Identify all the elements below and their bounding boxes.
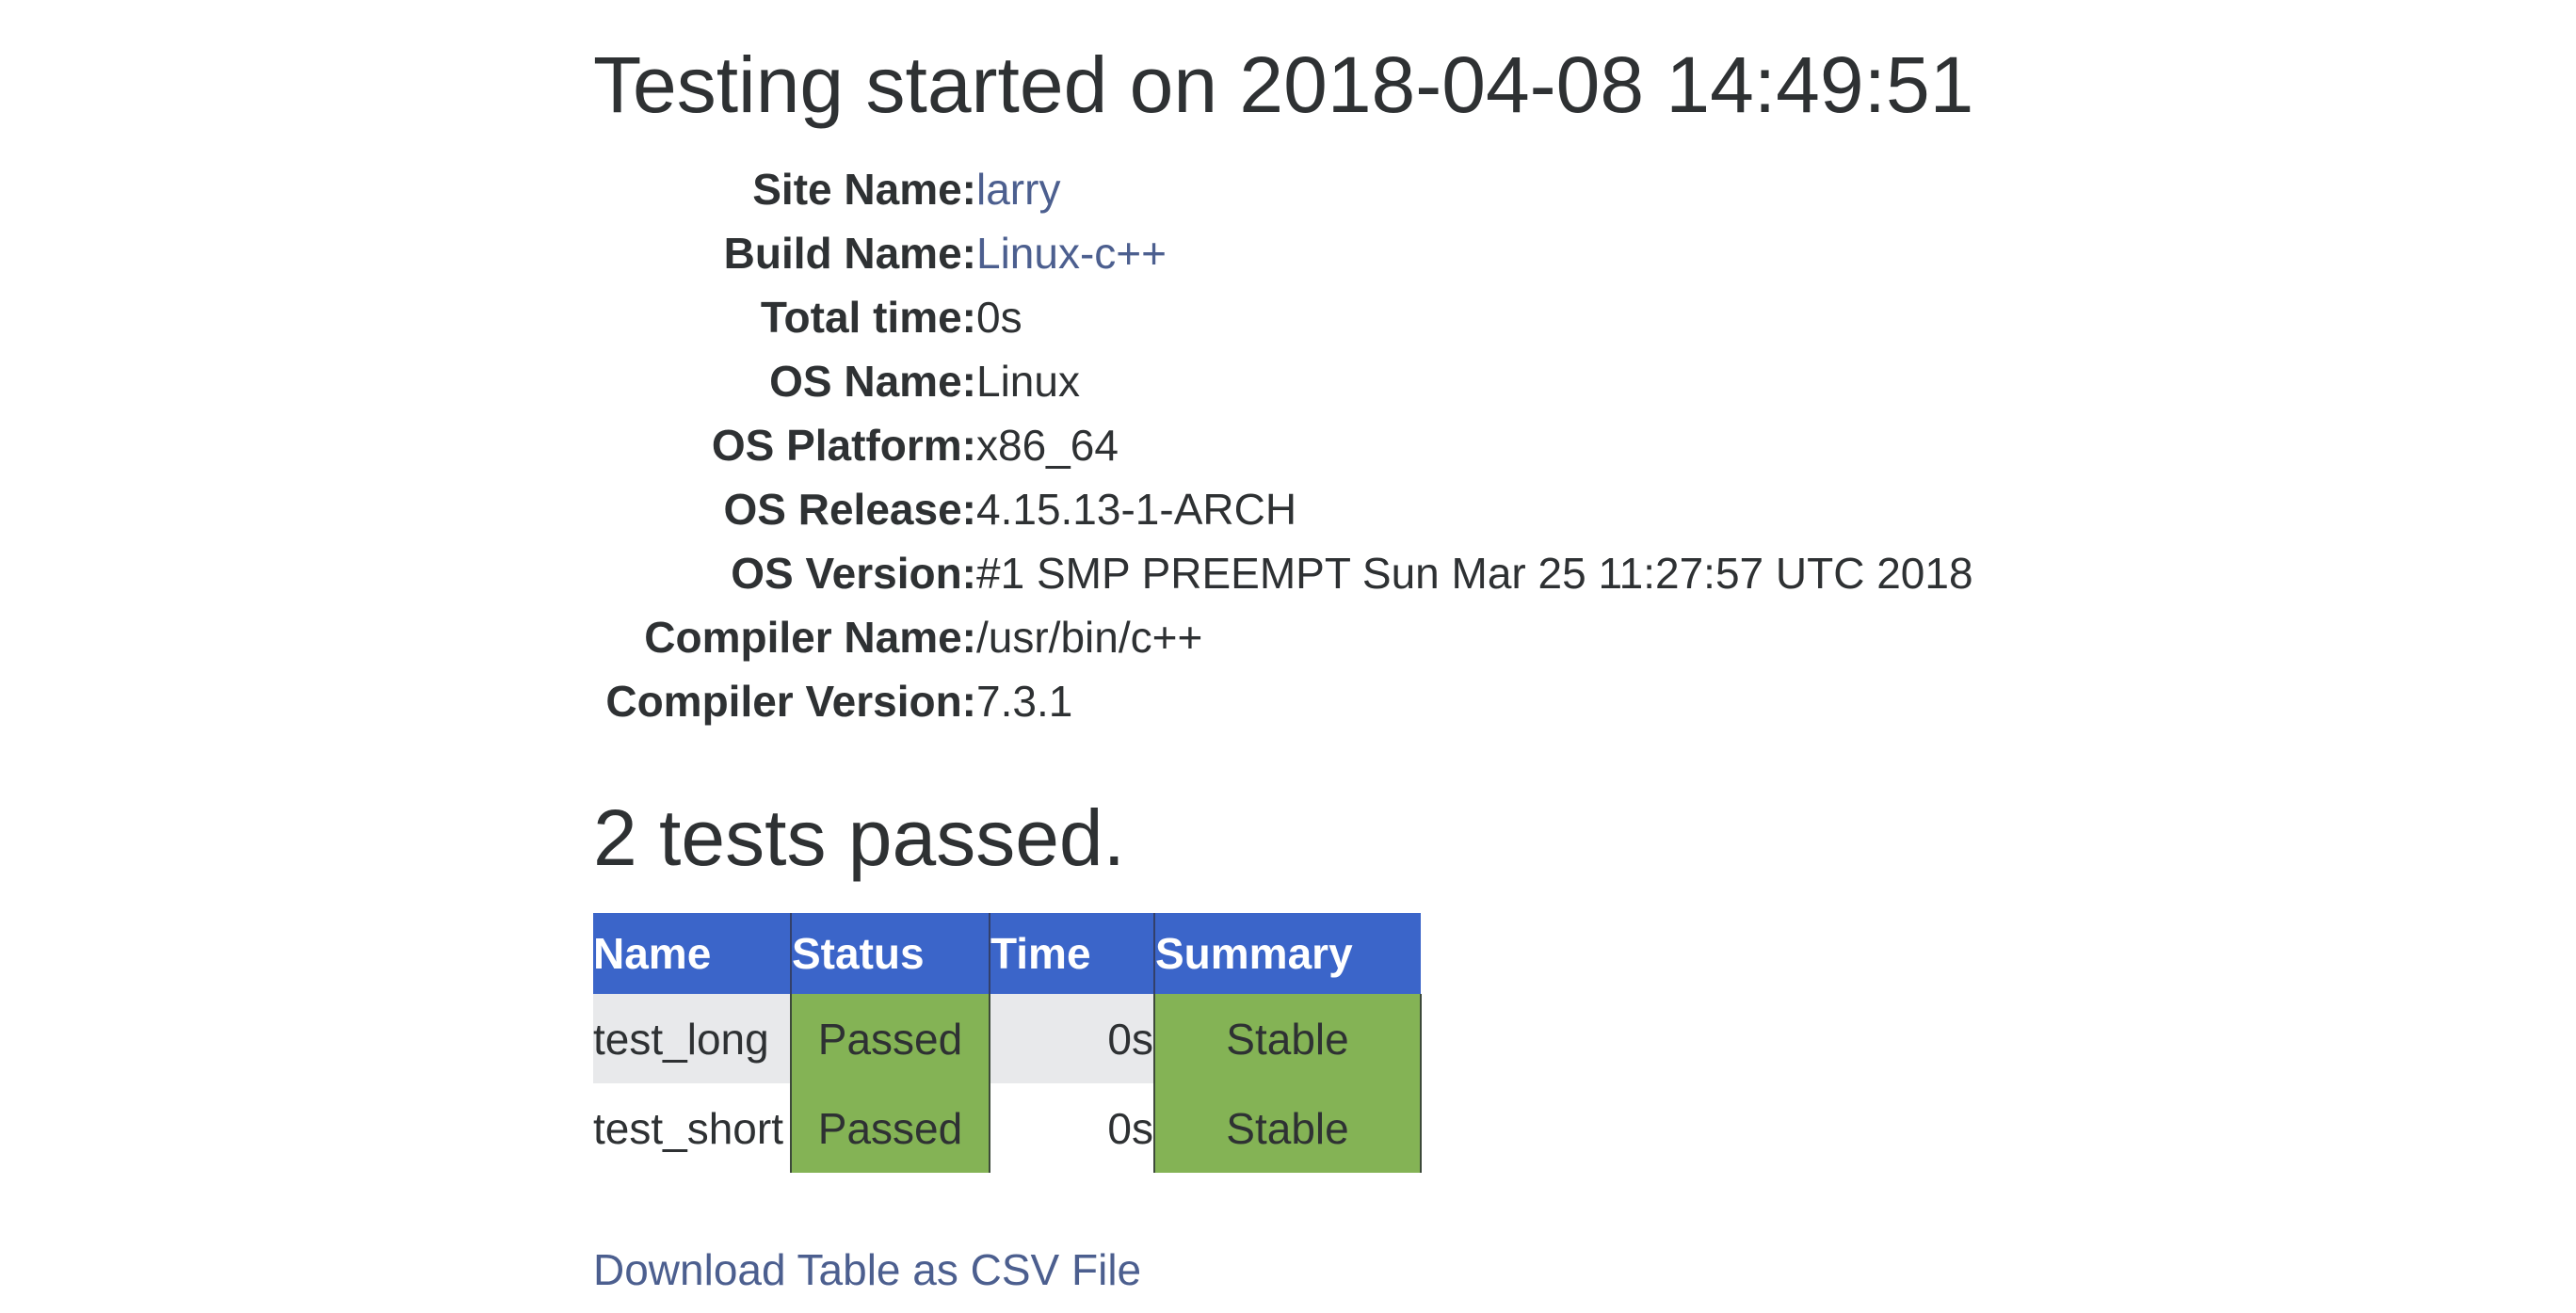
info-label: OS Name: [769,357,976,406]
info-label: Site Name: [752,165,976,214]
summary-cell[interactable]: Stable [1153,1083,1422,1173]
info-value: #1 SMP PREEMPT Sun Mar 25 11:27:57 UTC 2… [976,549,1973,598]
summary-cell[interactable]: Stable [1153,994,1422,1083]
test-name-link[interactable]: test_long [593,994,791,1083]
time-cell: 0s [990,994,1154,1083]
info-value: 4.15.13-1-ARCH [976,485,1297,534]
tests-passed-heading: 2 tests passed. [593,793,1125,882]
info-value: 0s [976,293,1022,342]
table-row: test_short Passed 0s Stable [593,1083,1422,1173]
status-cell[interactable]: Passed [790,1083,990,1173]
info-label: Build Name: [723,229,976,278]
page-title: Testing started on 2018-04-08 14:49:51 [593,40,1974,129]
info-label: Total time: [760,293,976,342]
time-cell: 0s [1107,1103,1153,1153]
build-name-link[interactable]: Linux-c++ [976,229,1167,278]
info-label: OS Version: [731,549,976,598]
info-label: OS Platform: [711,421,976,470]
info-value: /usr/bin/c++ [976,613,1203,662]
info-value: 7.3.1 [976,677,1073,726]
table-header-row: Name Status Time Summary [593,913,1421,994]
status-cell[interactable]: Passed [790,994,990,1083]
info-value: Linux [976,357,1080,406]
site-name-link[interactable]: larry [976,165,1061,214]
info-label: Compiler Version: [605,677,976,726]
column-header-name[interactable]: Name [593,913,791,994]
column-header-status[interactable]: Status [790,913,990,994]
table-row: test_long Passed 0s Stable [593,994,1422,1083]
info-value: x86_64 [976,421,1119,470]
column-header-summary[interactable]: Summary [1153,913,1421,994]
info-label: Compiler Name: [644,613,976,662]
info-label: OS Release: [723,485,976,534]
column-header-time[interactable]: Time [989,913,1154,994]
test-results-table: Name Status Time Summary test_long Passe… [593,913,1422,1173]
download-csv-link[interactable]: Download Table as CSV File [593,1245,1142,1294]
test-name-link[interactable]: test_short [593,1103,783,1153]
